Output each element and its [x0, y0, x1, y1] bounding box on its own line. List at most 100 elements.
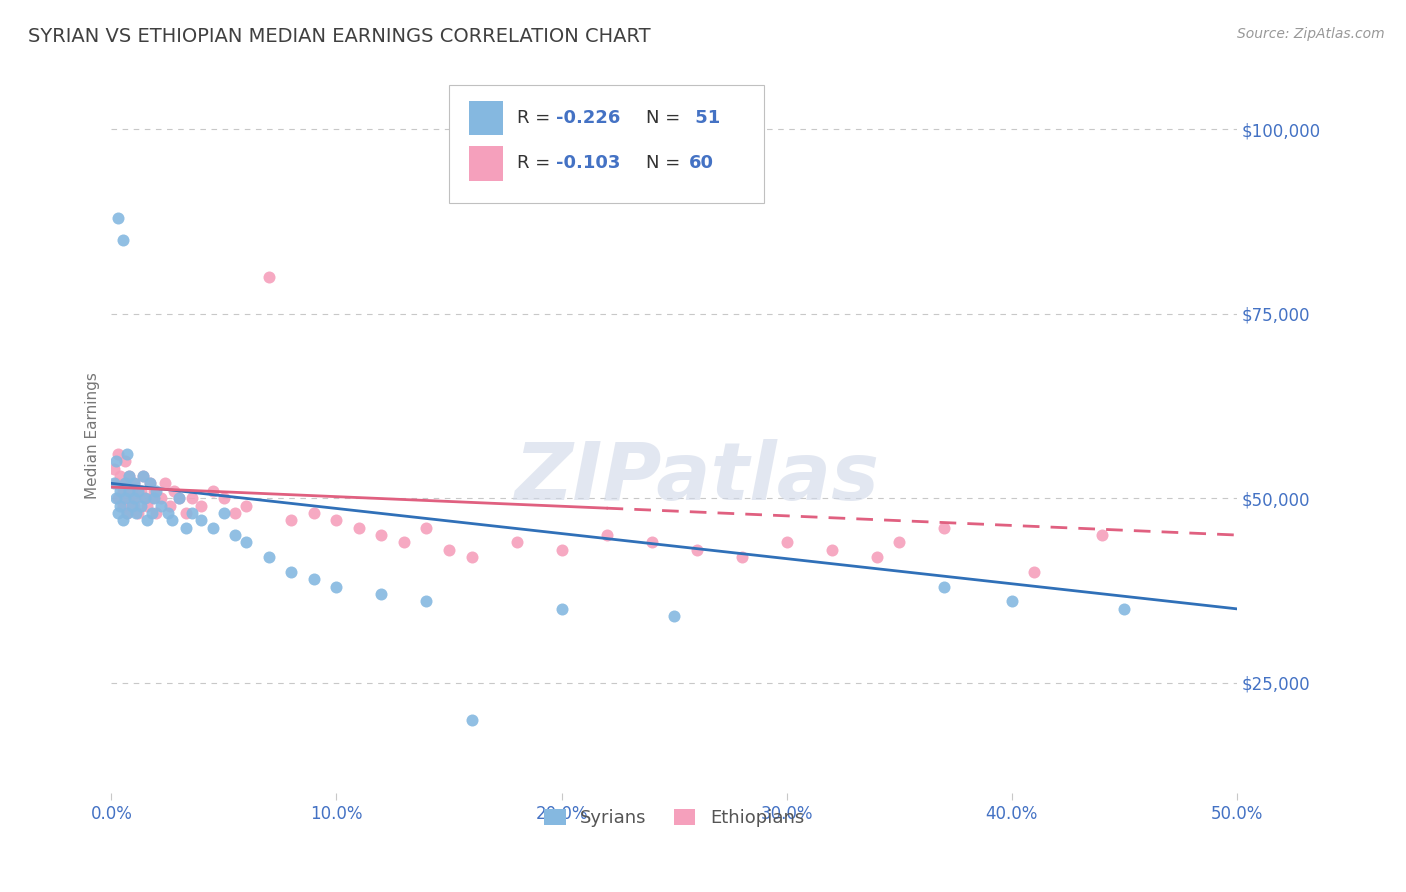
Point	[138, 476, 160, 491]
Point	[111, 513, 134, 527]
Point	[141, 491, 163, 505]
Legend: Syrians, Ethiopians: Syrians, Ethiopians	[537, 802, 811, 834]
Point	[325, 513, 347, 527]
Point	[136, 513, 159, 527]
Point	[132, 469, 155, 483]
FancyBboxPatch shape	[449, 85, 763, 202]
Point	[865, 550, 887, 565]
Point	[235, 535, 257, 549]
Point	[110, 483, 132, 498]
Point	[129, 483, 152, 498]
Point	[224, 528, 246, 542]
Point	[505, 535, 527, 549]
Point	[280, 513, 302, 527]
Text: SYRIAN VS ETHIOPIAN MEDIAN EARNINGS CORRELATION CHART: SYRIAN VS ETHIOPIAN MEDIAN EARNINGS CORR…	[28, 27, 651, 45]
Point	[934, 521, 956, 535]
Point	[201, 483, 224, 498]
Point	[190, 513, 212, 527]
Text: Source: ZipAtlas.com: Source: ZipAtlas.com	[1237, 27, 1385, 41]
Point	[460, 713, 482, 727]
Point	[149, 491, 172, 505]
Point	[118, 483, 141, 498]
Point	[107, 506, 129, 520]
Text: R =: R =	[516, 154, 550, 172]
Point	[174, 506, 197, 520]
Point	[257, 269, 280, 284]
Point	[163, 483, 186, 498]
Point	[325, 580, 347, 594]
Point	[224, 506, 246, 520]
Point	[122, 476, 145, 491]
Point	[730, 550, 752, 565]
Text: R =: R =	[516, 109, 550, 128]
Point	[114, 491, 136, 505]
Point	[138, 476, 160, 491]
Point	[122, 476, 145, 491]
Point	[127, 506, 149, 520]
Point	[160, 513, 183, 527]
Text: N =: N =	[645, 109, 681, 128]
Point	[190, 499, 212, 513]
Point	[104, 476, 127, 491]
Point	[1001, 594, 1024, 608]
Point	[111, 499, 134, 513]
Point	[392, 535, 415, 549]
Point	[347, 521, 370, 535]
FancyBboxPatch shape	[470, 146, 503, 180]
Point	[159, 499, 181, 513]
Point	[149, 499, 172, 513]
Point	[125, 506, 148, 520]
Point	[201, 521, 224, 535]
Point	[118, 469, 141, 483]
Point	[122, 491, 145, 505]
Point	[174, 521, 197, 535]
Point	[415, 521, 437, 535]
Text: -0.103: -0.103	[555, 154, 620, 172]
Point	[129, 499, 152, 513]
Text: N =: N =	[645, 154, 681, 172]
Text: 60: 60	[689, 154, 714, 172]
Point	[121, 499, 143, 513]
Point	[155, 476, 177, 491]
Point	[212, 506, 235, 520]
Point	[640, 535, 662, 549]
Point	[370, 587, 392, 601]
Point	[141, 506, 163, 520]
Point	[887, 535, 910, 549]
Point	[104, 491, 127, 505]
Point	[934, 580, 956, 594]
Point	[115, 506, 138, 520]
Point	[302, 506, 325, 520]
Point	[167, 491, 190, 505]
Point	[437, 542, 460, 557]
Point	[212, 491, 235, 505]
Point	[1114, 602, 1136, 616]
Point	[145, 506, 167, 520]
Point	[103, 476, 125, 491]
Point	[115, 447, 138, 461]
Point	[118, 491, 141, 505]
Point	[685, 542, 707, 557]
Point	[115, 476, 138, 491]
Point	[143, 491, 166, 505]
Point	[115, 506, 138, 520]
Text: ZIPatlas: ZIPatlas	[515, 440, 879, 517]
Point	[460, 550, 482, 565]
Point	[114, 476, 136, 491]
Point	[104, 454, 127, 468]
Point	[110, 469, 132, 483]
Point	[134, 491, 156, 505]
Point	[134, 491, 156, 505]
Point	[550, 602, 572, 616]
Point	[1024, 565, 1046, 579]
Y-axis label: Median Earnings: Median Earnings	[86, 372, 100, 499]
Point	[181, 491, 204, 505]
Point	[595, 528, 617, 542]
Point	[125, 491, 148, 505]
Point	[103, 461, 125, 475]
Point	[118, 469, 141, 483]
Point	[775, 535, 797, 549]
Point	[121, 483, 143, 498]
Point	[156, 506, 179, 520]
Point	[550, 542, 572, 557]
